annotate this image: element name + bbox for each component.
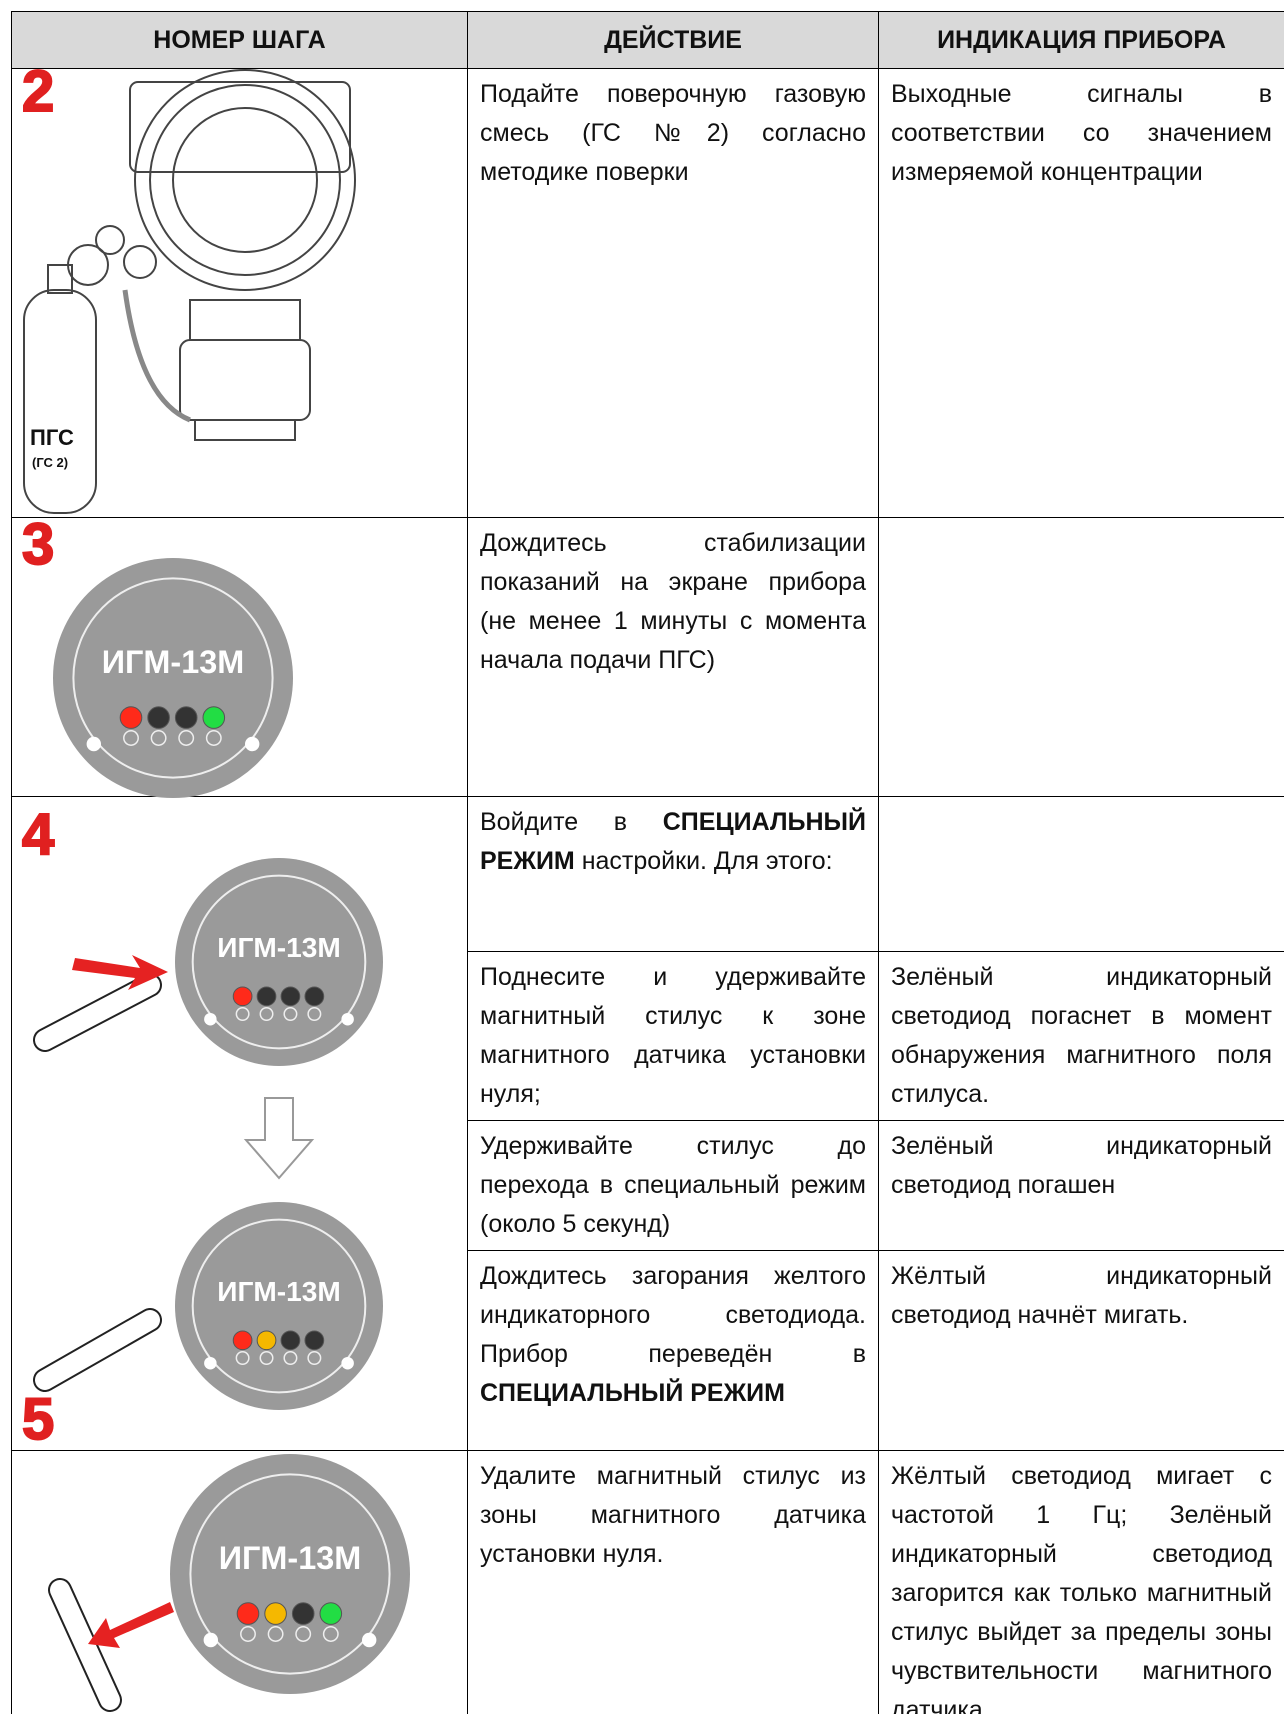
action-cell: Удерживайте стилус до перехода в специал… (467, 1120, 879, 1251)
row: Дождитесь загорания желтого индикаторног… (12, 1250, 1284, 1451)
action-cell: Поднесите и удерживайте магнитный стилус… (467, 951, 879, 1121)
indication-cell: Зелёный индикаторный светодиод погашен (878, 1120, 1284, 1251)
header-cell: ДЕЙСТВИЕ (467, 11, 879, 69)
text: Войдите в (480, 808, 628, 836)
row: Войдите в СПЕЦИАЛЬНЫЙ РЕЖИМ настройки. Д… (11, 796, 1284, 1451)
indication-cell: Жёлтый индикаторный светодиод начнёт миг… (878, 1250, 1284, 1451)
action-cell: Войдите в СПЕЦИАЛЬНЫЙ РЕЖИМ настройки. Д… (467, 796, 879, 952)
bold-text: СПЕЦИАЛЬНЫЙ РЕЖИМ (480, 1379, 785, 1407)
indication-cell (878, 517, 1284, 797)
image-cell (11, 68, 468, 518)
row: Удалите магнитный стилус из зоны магнитн… (11, 1450, 1284, 1714)
image-cell (11, 1450, 468, 1714)
action-cell: Дождитесь стабилизации показаний на экра… (467, 517, 879, 797)
steps-table: НОМЕР ШАГА ДЕЙСТВИЕ ИНДИКАЦИЯ ПРИБОРА По… (11, 11, 1284, 1714)
header-row: НОМЕР ШАГА ДЕЙСТВИЕ ИНДИКАЦИЯ ПРИБОРА (11, 11, 1284, 69)
row: Удерживайте стилус до перехода в специал… (12, 1120, 1284, 1251)
action-cell: Удалите магнитный стилус из зоны магнитн… (467, 1450, 879, 1714)
image-cell (11, 796, 468, 1451)
row: Дождитесь стабилизации показаний на экра… (11, 517, 1284, 797)
action-cell: Дождитесь загорания желтого индикаторног… (467, 1250, 879, 1451)
indication-cell: Жёлтый светодиод мигает с частотой 1 Гц;… (878, 1450, 1284, 1714)
text: Дождитесь загорания желтого индикаторног… (480, 1262, 866, 1368)
indication-cell (878, 796, 1284, 952)
row: Подайте поверочную газовую смесь (ГС №2)… (11, 68, 1284, 518)
header-cell: НОМЕР ШАГА (11, 11, 468, 69)
indication-cell: Зелёный индикаторный светодиод погаснет … (878, 951, 1284, 1121)
image-cell (11, 517, 468, 797)
action-cell: Подайте поверочную газовую смесь (ГС №2)… (467, 68, 879, 518)
header-cell: ИНДИКАЦИЯ ПРИБОРА (878, 11, 1284, 69)
indication-cell: Выходные сигналы в соответствии со значе… (878, 68, 1284, 518)
text: настройки. Для этого: (581, 847, 833, 875)
bold-text: СПЕЦИАЛЬНЫЙ РЕЖИМ (480, 808, 866, 875)
